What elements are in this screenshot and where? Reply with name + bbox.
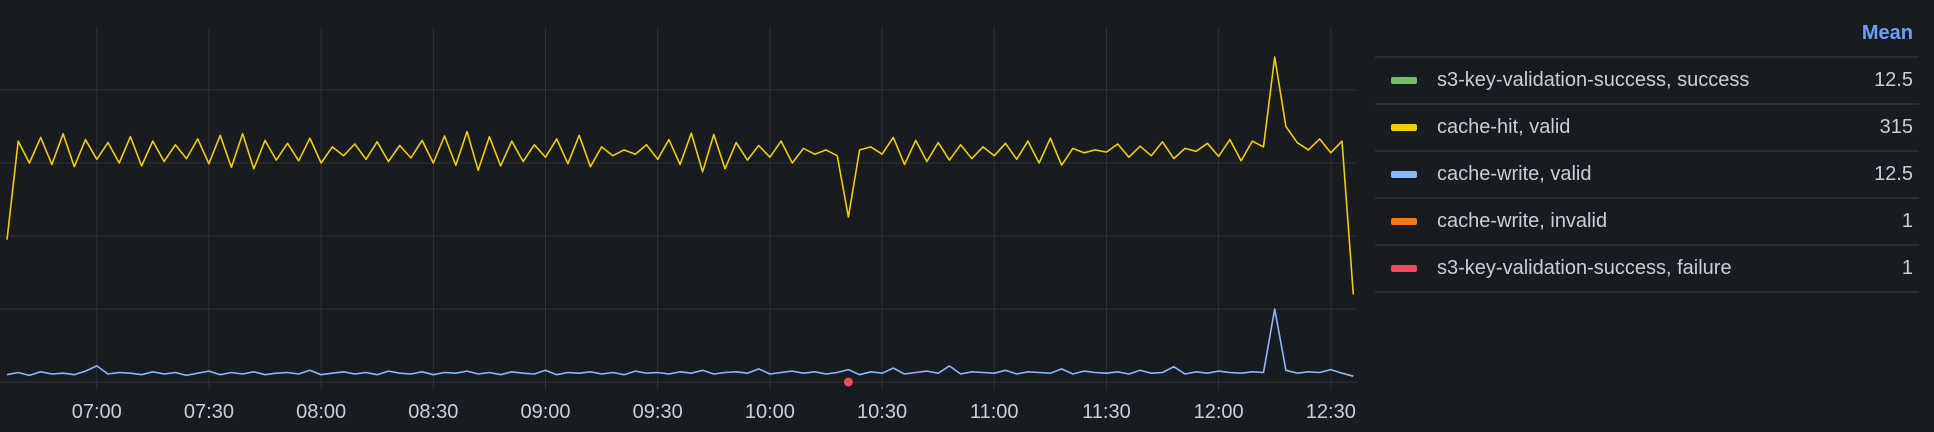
- x-tick-label: 07:30: [184, 401, 234, 423]
- time-series-chart: 07:00 07:30 08:00 08:30 09:00 09:30 10:00 10:30…: [0, 27, 1357, 423]
- x-tick-label: 10:00: [745, 401, 795, 423]
- legend-series-name: s3-key-validation-success, success: [1437, 69, 1750, 91]
- legend-header-mean[interactable]: Mean: [1861, 21, 1913, 44]
- x-tick-label: 07:00: [72, 401, 122, 423]
- x-tick-label: 09:00: [520, 401, 570, 423]
- legend-color-swatch: [1391, 77, 1417, 84]
- legend-item[interactable]: s3-key-validation-success, failure 1: [1375, 246, 1919, 293]
- series-point: [843, 377, 853, 387]
- legend: Mean s3-key-validation-success, success …: [1375, 10, 1919, 293]
- x-tick-label: 11:30: [1082, 401, 1131, 423]
- series-line-1: [6, 308, 1354, 377]
- legend-item[interactable]: cache-hit, valid 315: [1375, 105, 1919, 152]
- x-tick-label: 08:30: [408, 401, 458, 423]
- legend-mean-value: 315: [1879, 116, 1913, 138]
- legend-item[interactable]: cache-write, valid 12.5: [1375, 152, 1919, 199]
- legend-mean-value: 1: [1901, 210, 1913, 232]
- series-lines: [6, 56, 1355, 387]
- legend-color-swatch: [1391, 124, 1417, 131]
- legend-series-name: cache-write, valid: [1437, 163, 1592, 185]
- legend-mean-value: 1: [1901, 257, 1913, 279]
- legend-series-name: cache-write, invalid: [1437, 210, 1608, 232]
- grid: [0, 27, 1357, 390]
- x-axis: 07:00 07:30 08:00 08:30 09:00 09:30 10:00 10:30…: [72, 401, 1356, 423]
- legend-series-name: s3-key-validation-success, failure: [1437, 257, 1732, 279]
- legend-color-swatch: [1391, 265, 1417, 272]
- x-tick-label: 12:00: [1194, 401, 1244, 423]
- legend-mean-value: 12.5: [1874, 163, 1913, 185]
- x-tick-label: 10:30: [857, 401, 907, 423]
- legend-header: Mean: [1375, 10, 1919, 58]
- legend-color-swatch: [1391, 171, 1417, 178]
- legend-item[interactable]: s3-key-validation-success, success 12.5: [1375, 58, 1919, 105]
- x-tick-label: 12:30: [1306, 401, 1356, 423]
- x-tick-label: 08:00: [296, 401, 346, 423]
- series-line-0: [6, 56, 1355, 295]
- legend-mean-value: 12.5: [1874, 69, 1913, 91]
- x-tick-label: 09:30: [633, 401, 683, 423]
- legend-item[interactable]: cache-write, invalid 1: [1375, 199, 1919, 246]
- legend-series-name: cache-hit, valid: [1437, 116, 1571, 138]
- x-tick-label: 11:00: [970, 401, 1019, 423]
- legend-color-swatch: [1391, 218, 1417, 225]
